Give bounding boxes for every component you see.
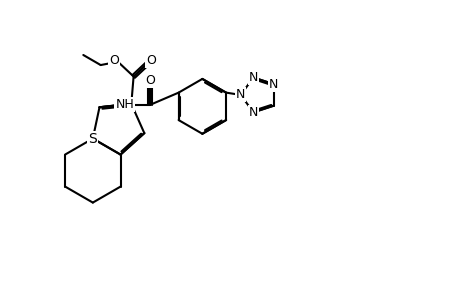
Text: O: O xyxy=(145,74,154,87)
Text: N: N xyxy=(235,88,245,101)
Text: N: N xyxy=(269,78,278,91)
Text: N: N xyxy=(248,106,257,119)
Text: O: O xyxy=(146,54,156,67)
Text: N: N xyxy=(248,71,257,84)
Text: NH: NH xyxy=(115,98,134,112)
Text: O: O xyxy=(109,54,119,68)
Text: S: S xyxy=(88,133,97,146)
